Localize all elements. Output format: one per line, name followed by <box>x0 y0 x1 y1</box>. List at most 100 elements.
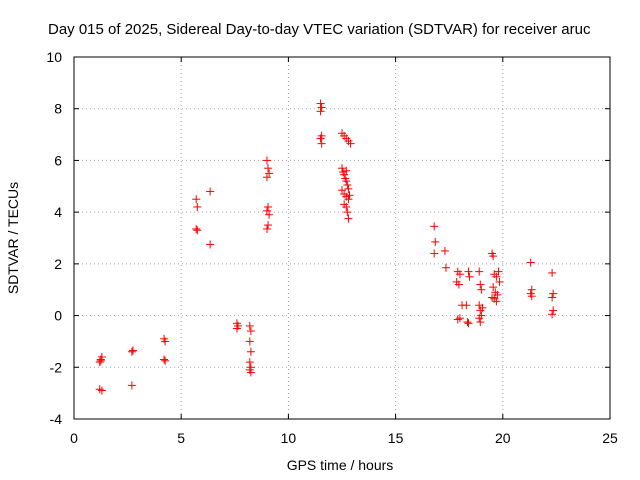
data-point <box>526 258 535 267</box>
y-tick-label: 0 <box>54 308 62 324</box>
data-point <box>342 202 351 211</box>
data-point <box>489 252 498 261</box>
data-point <box>463 318 472 327</box>
chart-title: Day 015 of 2025, Sidereal Day-to-day VTE… <box>48 21 591 38</box>
data-point <box>161 356 170 365</box>
data-point <box>548 293 557 302</box>
data-point <box>246 327 255 336</box>
data-point <box>488 293 497 302</box>
x-tick-label: 0 <box>70 430 78 446</box>
data-point <box>97 352 106 361</box>
data-point <box>245 358 254 367</box>
data-point <box>265 169 274 178</box>
data-point <box>262 156 271 165</box>
data-point <box>527 292 536 301</box>
x-axis-label: GPS time / hours <box>287 457 394 473</box>
plot-frame <box>73 56 611 420</box>
x-tick-label: 20 <box>495 430 511 446</box>
data-point <box>245 321 254 330</box>
x-tick-label: 10 <box>281 430 297 446</box>
data-point <box>264 164 273 173</box>
data-point <box>464 319 473 328</box>
data-point <box>343 208 352 217</box>
data-point <box>475 314 484 323</box>
x-tick-label: 5 <box>177 430 185 446</box>
data-point <box>494 267 503 276</box>
x-tick-label: 25 <box>602 430 618 446</box>
data-point <box>475 267 484 276</box>
grid-lines <box>74 57 610 419</box>
data-point <box>317 139 326 148</box>
data-point <box>455 314 464 323</box>
data-point <box>316 107 325 116</box>
data-point <box>489 283 498 292</box>
data-point <box>549 306 558 315</box>
data-point <box>430 249 439 258</box>
data-point <box>453 315 462 324</box>
data-point <box>128 346 137 355</box>
data-point <box>127 347 136 356</box>
data-point <box>343 180 352 189</box>
data-point <box>338 164 346 173</box>
y-tick-label: 2 <box>54 256 62 272</box>
data-point <box>246 347 255 356</box>
data-point <box>127 381 136 390</box>
data-point <box>549 289 558 298</box>
data-point <box>192 195 201 204</box>
data-point <box>262 206 271 215</box>
data-point <box>465 272 474 281</box>
data-point <box>206 187 215 196</box>
data-point <box>160 355 169 364</box>
data-point <box>317 103 326 112</box>
data-point <box>495 277 504 286</box>
data-point <box>265 210 274 219</box>
data-point <box>264 221 273 230</box>
data-point <box>455 270 464 279</box>
y-tick-label: -2 <box>50 359 63 375</box>
data-point <box>206 240 215 249</box>
data-point <box>493 290 502 299</box>
data-point <box>548 268 557 277</box>
x-tick-label: 15 <box>388 430 404 446</box>
data-points <box>95 99 558 395</box>
data-point <box>232 324 241 333</box>
data-point <box>262 224 271 233</box>
data-point <box>95 385 104 394</box>
y-tick-label: 6 <box>54 152 62 168</box>
y-tick-label: 8 <box>54 101 62 117</box>
data-point <box>262 173 271 182</box>
data-point <box>342 177 351 186</box>
data-point <box>478 303 487 312</box>
axis-ticks: 0 5 10 15 20 25 -4 -2 0 2 4 6 8 10 <box>46 49 618 446</box>
data-point <box>492 272 501 281</box>
data-point <box>462 301 471 310</box>
data-point <box>477 285 486 294</box>
data-point <box>264 202 273 211</box>
data-point <box>344 214 353 223</box>
y-axis-label: SDTVAR / TECUs <box>5 182 21 294</box>
data-point <box>340 170 349 179</box>
data-point <box>96 356 105 365</box>
data-point <box>440 246 449 255</box>
data-point <box>441 263 450 272</box>
y-tick-label: 10 <box>46 49 62 65</box>
data-point <box>344 195 353 204</box>
y-tick-label: -4 <box>50 411 63 427</box>
data-point <box>161 337 170 346</box>
data-point <box>346 139 355 148</box>
data-point <box>342 166 351 175</box>
data-point <box>193 202 202 211</box>
data-point <box>430 222 439 231</box>
data-point <box>431 237 440 246</box>
data-point <box>476 318 485 327</box>
data-point <box>97 386 106 395</box>
data-point <box>193 226 202 235</box>
data-point <box>192 224 201 233</box>
data-point <box>316 134 325 143</box>
data-point <box>464 267 473 276</box>
data-point <box>476 280 485 289</box>
data-point <box>344 184 353 193</box>
data-point <box>345 191 354 200</box>
data-point <box>454 280 463 289</box>
